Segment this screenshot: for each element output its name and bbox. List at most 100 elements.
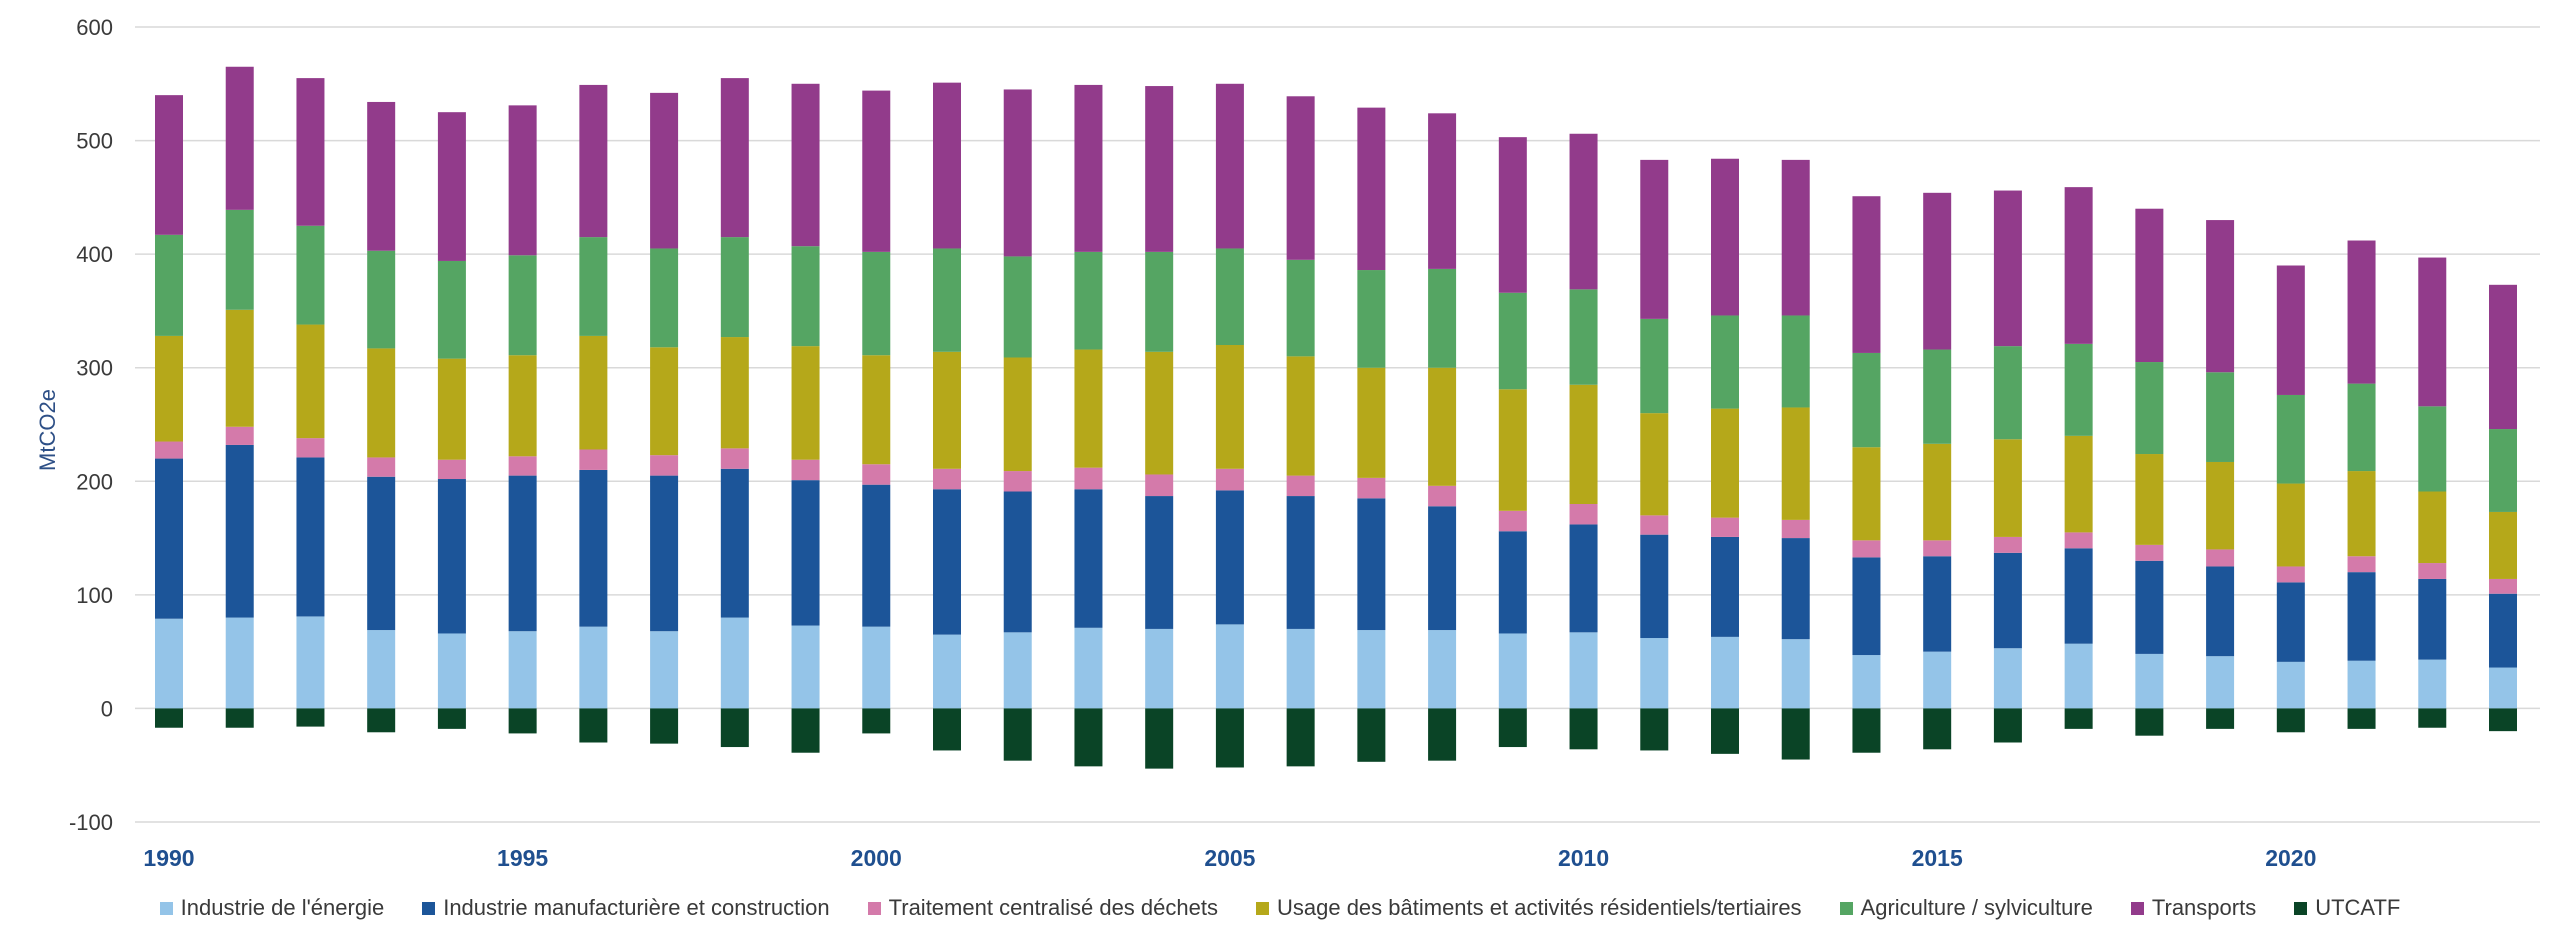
bar-segment bbox=[1711, 315, 1739, 409]
bar-segment bbox=[791, 346, 820, 460]
x-tick-label: 2010 bbox=[1558, 845, 1609, 871]
bar-segment bbox=[1428, 506, 1457, 631]
bar-segment bbox=[367, 476, 396, 631]
bar-segment bbox=[1215, 708, 1244, 768]
bar-segment bbox=[508, 255, 537, 356]
bar-segment bbox=[2276, 394, 2305, 484]
bar-segment bbox=[1711, 708, 1739, 754]
bar-segment bbox=[1711, 636, 1739, 709]
bar-segment bbox=[862, 708, 891, 734]
bar-segment bbox=[225, 617, 254, 709]
bar-segment bbox=[155, 618, 183, 709]
bar-segment bbox=[437, 112, 466, 261]
bar-segment bbox=[1003, 357, 1032, 472]
bar-segment bbox=[650, 475, 679, 632]
bar-segment bbox=[720, 708, 749, 748]
bar-segment bbox=[508, 355, 537, 457]
bar-segment bbox=[1569, 133, 1598, 290]
stacked-bar-chart: 600 500 400 300 200 100 0 -100 1990 1995 2000 2005… bbox=[35, 15, 2540, 871]
bar-segment bbox=[296, 457, 325, 617]
bar-segment bbox=[1357, 477, 1386, 499]
bar-segment bbox=[1498, 708, 1527, 748]
bar-segment bbox=[933, 468, 961, 490]
legend-label: Industrie de l'énergie bbox=[180, 895, 385, 920]
bar-segment bbox=[225, 708, 254, 728]
bar-segment bbox=[2064, 343, 2093, 436]
bar-segment bbox=[1923, 651, 1952, 709]
bar-segment bbox=[2276, 708, 2305, 733]
bar-segment bbox=[791, 708, 820, 753]
bar-segment bbox=[2418, 659, 2447, 709]
x-tick-label: 2000 bbox=[851, 845, 902, 871]
bar-segment bbox=[367, 348, 396, 458]
bar-segment bbox=[2276, 265, 2305, 395]
bar-segment bbox=[1145, 708, 1174, 769]
bar-segment bbox=[296, 438, 325, 458]
bar-segment bbox=[579, 626, 608, 709]
y-tick-label: 300 bbox=[76, 356, 113, 381]
bar-segment bbox=[862, 90, 891, 252]
bar-segment bbox=[1993, 190, 2022, 347]
bar-segment bbox=[2418, 491, 2447, 564]
bar-segment bbox=[2347, 556, 2376, 573]
bar-segment bbox=[155, 441, 183, 459]
bar-segment bbox=[508, 456, 537, 476]
bar-segment bbox=[2347, 240, 2376, 384]
legend-label: Usage des bâtiments et activités résiden… bbox=[1276, 895, 1802, 920]
bar-segment bbox=[1569, 504, 1598, 525]
bar-segment bbox=[1074, 627, 1103, 709]
x-tick-label: 2005 bbox=[1204, 845, 1255, 871]
legend-label: UTCATF bbox=[2315, 895, 2401, 920]
bar-segment bbox=[1781, 315, 1810, 408]
bar-segment bbox=[933, 708, 961, 751]
bar-segment bbox=[1498, 633, 1527, 709]
bar-segment bbox=[933, 82, 961, 249]
bar-segment bbox=[791, 480, 820, 626]
bar-segment bbox=[862, 484, 891, 627]
bar-segment bbox=[1145, 496, 1174, 629]
bar-segment bbox=[2489, 429, 2517, 512]
bar-segment bbox=[1215, 624, 1244, 709]
bar-segment bbox=[155, 458, 183, 619]
x-tick-label: 2015 bbox=[1912, 845, 1963, 871]
bar-segment bbox=[2135, 454, 2164, 545]
bar-segment bbox=[2064, 548, 2093, 644]
legend-swatch bbox=[2294, 901, 2308, 915]
bar-segment bbox=[2135, 653, 2164, 709]
legend-swatch bbox=[159, 901, 173, 915]
legend-item: Usage des bâtiments et activités résiden… bbox=[1255, 895, 1802, 921]
x-tick-label: 2020 bbox=[2265, 845, 2316, 871]
bar-segment bbox=[1074, 84, 1103, 252]
bar-segment bbox=[1993, 346, 2022, 440]
bar-segment bbox=[1498, 510, 1527, 532]
bar-segment bbox=[1993, 536, 2022, 553]
bar-segment bbox=[1003, 256, 1032, 358]
bar-segment bbox=[1003, 491, 1032, 633]
legend-label: Industrie manufacturière et construction bbox=[443, 895, 830, 920]
bar-segment bbox=[2064, 187, 2093, 344]
bar-segment bbox=[1923, 708, 1952, 750]
bar-segment bbox=[1003, 632, 1032, 709]
bar-segment bbox=[1357, 367, 1386, 478]
bar-segment bbox=[2206, 372, 2235, 462]
bar-segment bbox=[862, 251, 891, 356]
bar-segment bbox=[1215, 248, 1244, 345]
bar-segment bbox=[1428, 113, 1457, 269]
bar-segment bbox=[2347, 660, 2376, 709]
bar-segment bbox=[296, 78, 325, 226]
bar-segment bbox=[1286, 356, 1315, 476]
bar-segment bbox=[2347, 572, 2376, 661]
bar-segment bbox=[508, 105, 537, 256]
bar-segment bbox=[2206, 549, 2235, 567]
bar-segment bbox=[2206, 656, 2235, 709]
bar-segment bbox=[1923, 556, 1952, 652]
bar-segment bbox=[508, 631, 537, 709]
bar-segment bbox=[1498, 389, 1527, 511]
bar-segment bbox=[1357, 630, 1386, 709]
bar-segment bbox=[1923, 443, 1952, 541]
bar-segment bbox=[650, 708, 679, 744]
bar-segment bbox=[1711, 408, 1739, 518]
y-tick-label: 500 bbox=[76, 129, 113, 154]
y-tick-label: -100 bbox=[69, 810, 113, 835]
bar-segment bbox=[1640, 638, 1669, 709]
